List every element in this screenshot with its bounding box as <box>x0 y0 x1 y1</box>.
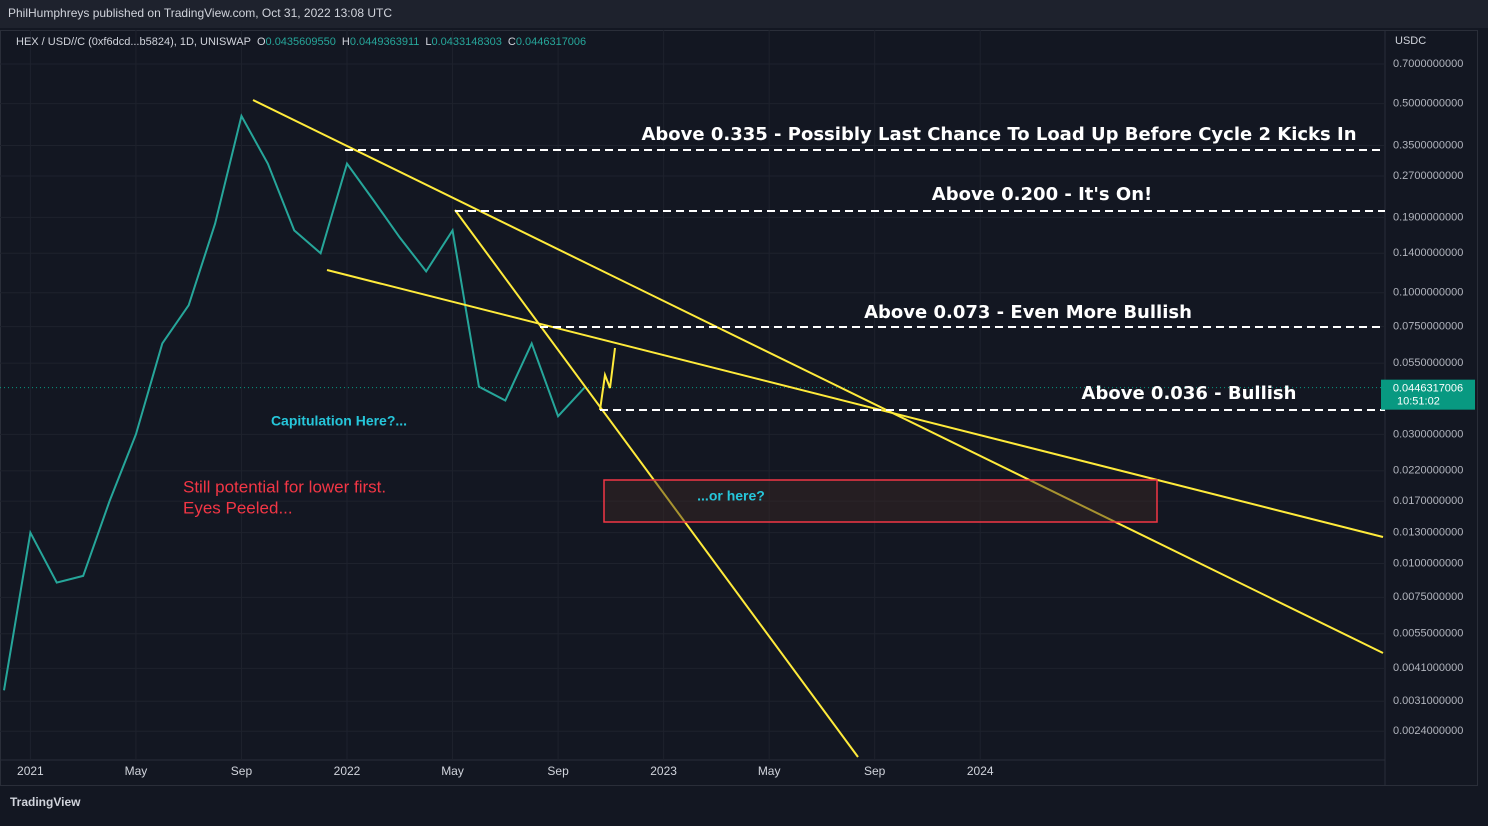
price-line <box>3 113 586 691</box>
annotation: Above 0.036 - Bullish <box>1082 383 1297 404</box>
target-box <box>603 479 1158 523</box>
y-tick-label: 0.7000000000 <box>1393 58 1463 70</box>
y-tick-label: 0.1900000000 <box>1393 211 1463 223</box>
ohlc-label: C <box>508 36 516 48</box>
x-tick-label: 2021 <box>17 764 44 778</box>
countdown: 10:51:02 <box>1397 396 1440 408</box>
y-tick-label: 0.0075000000 <box>1393 591 1463 603</box>
last-price-label: 0.0446317006 <box>1393 383 1463 395</box>
ohlc-label: O <box>257 36 266 48</box>
y-tick-label: 0.1400000000 <box>1393 247 1463 259</box>
plot <box>0 113 1385 691</box>
trend-line <box>454 209 859 758</box>
drawings <box>252 99 1385 758</box>
y-tick-label: 0.0550000000 <box>1393 357 1463 369</box>
currency: USDC <box>1395 35 1426 47</box>
ohlc-value: 0.0446317006 <box>516 36 586 48</box>
x-tick-label: Sep <box>231 764 253 778</box>
publisher: PhilHumphreys published on TradingView.c… <box>8 6 392 20</box>
x-tick-label: 2023 <box>650 764 677 778</box>
y-tick-label: 0.5000000000 <box>1393 97 1463 109</box>
symbol-legend: HEX / USD//C (0xf6dcd...b5824), 1D, UNIS… <box>16 36 586 48</box>
x-tick-label: 2024 <box>967 764 994 778</box>
y-tick-label: 0.0130000000 <box>1393 527 1463 539</box>
ohlc-value: 0.0433148303 <box>432 36 502 48</box>
trend-line <box>326 269 1384 538</box>
ohlc-value: 0.0449363911 <box>350 36 420 48</box>
x-tick-label: May <box>758 764 781 778</box>
y-tick-label: 0.2700000000 <box>1393 170 1463 182</box>
annotation: Capitulation Here?... <box>271 413 407 429</box>
arrow <box>599 347 616 411</box>
x-tick-label: May <box>125 764 148 778</box>
ohlc-label: H <box>342 36 350 48</box>
y-tick-label: 0.0031000000 <box>1393 695 1463 707</box>
x-tick-label: Sep <box>547 764 569 778</box>
x-tick-label: Sep <box>864 764 886 778</box>
trend-line <box>252 99 1384 654</box>
annotation: Eyes Peeled... <box>183 498 293 517</box>
frame <box>0 30 1478 786</box>
y-tick-label: 0.3500000000 <box>1393 139 1463 151</box>
y-tick-label: 0.0300000000 <box>1393 428 1463 440</box>
annotation: ...or here? <box>697 488 765 504</box>
x-tick-label: 2022 <box>334 764 361 778</box>
annotation: Above 0.335 - Possibly Last Chance To Lo… <box>641 124 1356 145</box>
symbol: HEX / USD//C (0xf6dcd...b5824), 1D, UNIS… <box>16 36 251 48</box>
top-bar <box>0 0 1488 28</box>
y-tick-label: 0.0024000000 <box>1393 725 1463 737</box>
y-tick-label: 0.0055000000 <box>1393 628 1463 640</box>
annotation: Above 0.073 - Even More Bullish <box>864 302 1192 323</box>
ohlc-value: 0.0435609550 <box>266 36 336 48</box>
y-tick-label: 0.0750000000 <box>1393 321 1463 333</box>
y-tick-label: 0.0041000000 <box>1393 662 1463 674</box>
brand: TradingView <box>10 795 81 809</box>
annotation: Still potential for lower first. <box>183 477 386 496</box>
y-tick-label: 0.0220000000 <box>1393 465 1463 477</box>
y-tick-label: 0.0170000000 <box>1393 495 1463 507</box>
last-price-box <box>1381 379 1475 410</box>
y-tick-label: 0.1000000000 <box>1393 287 1463 299</box>
x-tick-label: May <box>441 764 464 778</box>
y-tick-label: 0.0100000000 <box>1393 557 1463 569</box>
annotation: Above 0.200 - It's On! <box>932 184 1152 205</box>
ohlc-label: L <box>425 36 431 48</box>
